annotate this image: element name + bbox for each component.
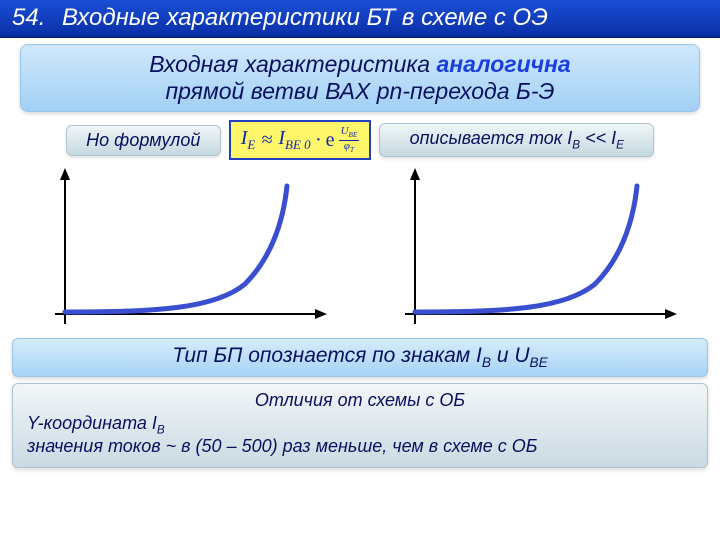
formula-e: e [326,129,335,152]
footer1-and: и [491,344,514,367]
subtitle-emph: аналогична [436,51,570,77]
formula-frac-den: φT [342,141,356,155]
formula-exponent: UBE φT [339,126,360,154]
footer1-ib: IB [476,344,491,367]
footer2-line2: значения токов ~ в (50 – 500) раз меньше… [27,436,693,457]
footer1-prefix: Тип БП опознается по знакам [172,344,476,367]
formula-right-label: описывается ток IB << IE [379,123,654,157]
footer-box-2: Отличия от схемы с ОБ Y-координата IB зн… [12,383,708,469]
formula-right-prefix: описывается ток [410,128,568,148]
formula-frac-num: UBE [339,126,360,141]
formula-right-expr: IB << IE [567,128,624,148]
chart-left-svg [35,164,335,334]
subtitle-box: Входная характеристика аналогична прямой… [20,44,700,112]
formula-rhs1: IBE 0 [278,127,310,153]
slide-title: Входные характеристики БТ в схеме с ОЭ [62,4,548,31]
slide-header: 54. Входные характеристики БТ в схеме с … [0,0,720,38]
formula-left-label: Но формулой [66,125,221,156]
footer2-line1: Y-координата IB [27,413,693,437]
footer2-line1-prefix: Y-координата [27,413,152,433]
chart-left [35,164,335,334]
subtitle-part2: прямой ветви ВАХ pn-перехода Б-Э [165,78,554,104]
chart-right-svg [385,164,685,334]
charts-row [10,164,710,334]
formula-box: IE ≈ IBE 0 · e UBE φT [229,120,372,160]
footer2-line1-ib: IB [152,413,165,433]
formula-lhs: IE [241,127,256,153]
subtitle-part1: Входная характеристика [149,51,436,77]
footer2-title: Отличия от схемы с ОБ [27,390,693,411]
slide-number: 54. [12,4,45,31]
formula-dot: · [316,129,321,152]
formula-row: Но формулой IE ≈ IBE 0 · e UBE φT описыв… [6,120,714,160]
formula-approx: ≈ [261,129,272,152]
chart-right [385,164,685,334]
footer1-ube: UBE [514,344,547,367]
footer-box-1: Тип БП опознается по знакам IB и UBE [12,338,708,376]
